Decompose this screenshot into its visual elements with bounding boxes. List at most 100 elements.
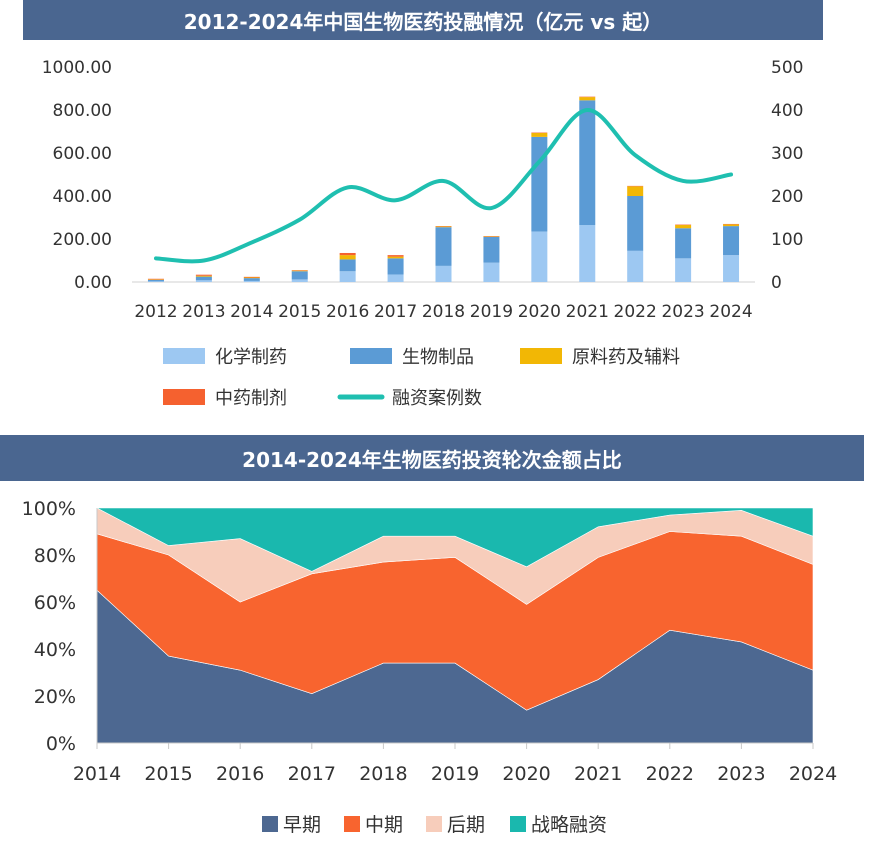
bar-segment <box>387 258 404 275</box>
bar-segment <box>723 224 740 227</box>
x-tick-label: 2018 <box>422 302 465 322</box>
bar-segment <box>339 255 356 260</box>
legend-label: 融资案例数 <box>392 388 482 409</box>
bar-segment <box>387 274 404 282</box>
x-tick-label: 2015 <box>278 302 321 322</box>
bar-segment <box>243 277 260 279</box>
x-tick-label: 2016 <box>326 302 369 322</box>
bar-segment <box>723 226 740 256</box>
legend-swatch <box>163 389 205 405</box>
bar-segment <box>627 196 644 251</box>
bar-segment <box>147 281 164 282</box>
y-tick-label: 0% <box>46 733 76 755</box>
x-tick-label: 2021 <box>574 763 622 785</box>
bar-segment <box>483 236 500 263</box>
x-tick-label: 2022 <box>646 763 694 785</box>
x-tick-label: 2016 <box>216 763 264 785</box>
x-tick-label: 2020 <box>502 763 550 785</box>
bar-segment <box>579 100 596 226</box>
bar-segment <box>435 226 452 228</box>
bar-segment <box>243 278 260 281</box>
legend-label: 后期 <box>447 814 485 836</box>
legend-swatch <box>510 816 526 832</box>
bar-segment <box>675 258 692 282</box>
y-tick-label: 80% <box>34 545 76 567</box>
y-right-tick-label: 100 <box>771 230 803 250</box>
legend-label: 生物制品 <box>402 347 474 368</box>
y-tick-label: 20% <box>34 686 76 708</box>
bar-segment <box>291 270 308 272</box>
bar-segment <box>339 259 356 272</box>
legend-swatch <box>344 816 360 832</box>
x-tick-label: 2013 <box>182 302 225 322</box>
legend-label: 战略融资 <box>531 814 607 836</box>
bar-segment <box>195 274 212 276</box>
bar-segment <box>579 225 596 282</box>
legend-swatch <box>520 348 562 364</box>
y-right-tick-label: 400 <box>771 101 803 121</box>
bar-segment <box>339 271 356 282</box>
y-left-tick-label: 200.00 <box>53 230 112 250</box>
bar-segment <box>147 278 164 280</box>
bar-segment <box>675 228 692 259</box>
bar-segment <box>195 280 212 282</box>
x-tick-label: 2023 <box>661 302 704 322</box>
x-tick-label: 2024 <box>709 302 752 322</box>
x-tick-label: 2014 <box>73 763 121 785</box>
area-series <box>96 507 814 572</box>
chart1-funding-bar-line: 0.00 200.00 400.00 600.00 800.00 1000.00 0 100 2… <box>42 58 804 409</box>
y-left-tick-label: 400.00 <box>53 187 112 207</box>
bar-segment <box>627 250 644 282</box>
bar-segment <box>387 255 404 257</box>
x-tick-label: 2022 <box>614 302 657 322</box>
y-tick-label: 40% <box>34 639 76 661</box>
y-left-tick-label: 1000.00 <box>42 58 112 78</box>
chart2-title: 2014-2024年生物医药投资轮次金额占比 <box>0 435 864 481</box>
line-series-deal-count <box>153 108 734 264</box>
bar-segment <box>579 97 596 101</box>
y-tick-label: 60% <box>34 592 76 614</box>
x-tick-label: 2017 <box>288 763 336 785</box>
bar-segment <box>195 276 212 281</box>
chart1-title: 2012-2024年中国生物医药投融情况（亿元 vs 起） <box>23 0 823 40</box>
bar-segment <box>243 280 260 282</box>
bar-segment <box>291 271 308 280</box>
bar-segment <box>435 265 452 282</box>
bar-segment <box>531 231 548 282</box>
x-tick-label: 2014 <box>230 302 273 322</box>
bar-segment <box>291 279 308 282</box>
y-right-tick-label: 0 <box>771 273 782 293</box>
bar-segment <box>675 225 692 229</box>
bar-segment <box>339 252 356 256</box>
y-tick-label: 100% <box>22 498 76 520</box>
x-tick-label: 2024 <box>789 763 837 785</box>
legend-swatch <box>350 348 392 364</box>
y-right-tick-label: 300 <box>771 144 803 164</box>
legend-label: 中药制剂 <box>215 388 287 409</box>
legend-swatch <box>163 348 205 364</box>
bar-segment <box>387 256 404 259</box>
legend-swatch <box>262 816 278 832</box>
bar-segment <box>531 136 548 232</box>
x-tick-label: 2023 <box>717 763 765 785</box>
x-tick-label: 2017 <box>374 302 417 322</box>
bar-segment <box>147 279 164 282</box>
x-tick-label: 2020 <box>518 302 561 322</box>
bar-segment <box>483 262 500 282</box>
y-right-tick-label: 200 <box>771 187 803 207</box>
y-right-tick-label: 500 <box>771 58 803 78</box>
legend-label: 中期 <box>365 814 403 836</box>
bar-segment <box>243 276 260 278</box>
y-left-tick-label: 0.00 <box>74 273 112 293</box>
x-tick-label: 2019 <box>431 763 479 785</box>
x-tick-label: 2015 <box>144 763 192 785</box>
bar-segment <box>435 227 452 266</box>
y-left-tick-label: 800.00 <box>53 101 112 121</box>
legend-label: 早期 <box>283 814 321 836</box>
legend-label: 化学制药 <box>215 347 287 368</box>
y-left-tick-label: 600.00 <box>53 144 112 164</box>
x-tick-label: 2012 <box>134 302 177 322</box>
legend-label: 原料药及辅料 <box>572 347 680 368</box>
bar-segment <box>627 186 644 196</box>
